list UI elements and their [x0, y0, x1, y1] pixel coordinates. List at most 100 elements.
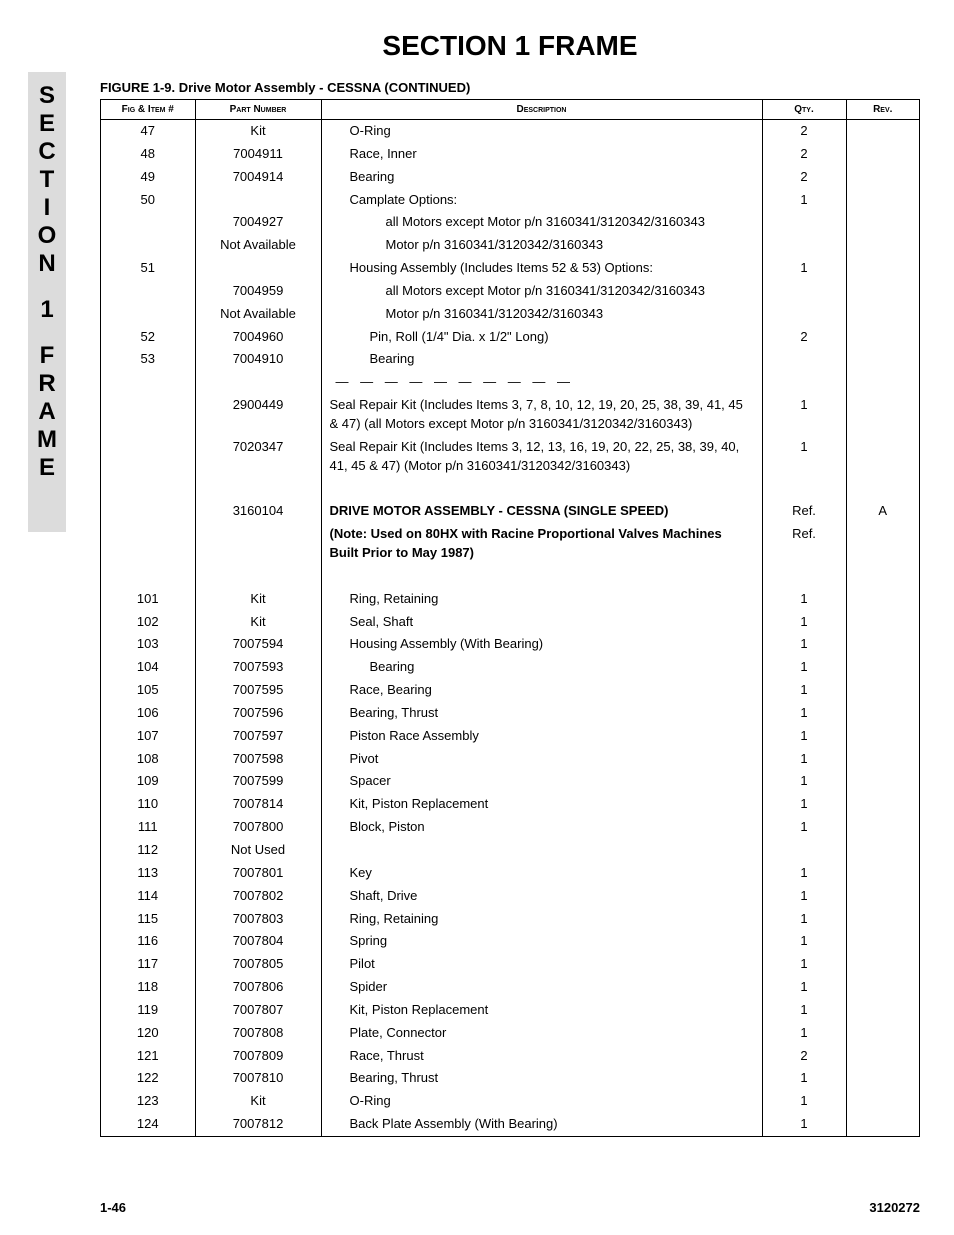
cell-part-number: 7007808: [195, 1022, 321, 1045]
cell-qty: 2: [762, 326, 846, 349]
cell-description: Spring: [321, 930, 762, 953]
cell-part-number: 7007594: [195, 633, 321, 656]
cell-part-number: 2900449: [195, 394, 321, 436]
cell-qty: 1: [762, 862, 846, 885]
cell-qty: 1: [762, 976, 846, 999]
table-row: 1137007801Key1: [101, 862, 920, 885]
cell-description: all Motors except Motor p/n 3160341/3120…: [321, 211, 762, 234]
cell-description: Key: [321, 862, 762, 885]
cell-part-number: [195, 257, 321, 280]
cell-description: Shaft, Drive: [321, 885, 762, 908]
table-row: 2900449Seal Repair Kit (Includes Items 3…: [101, 394, 920, 436]
cell-part-number: 7007814: [195, 793, 321, 816]
cell-description: DRIVE MOTOR ASSEMBLY - CESSNA (SINGLE SP…: [321, 500, 762, 523]
table-row: 1117007800Block, Piston1: [101, 816, 920, 839]
side-tab-letter: E: [39, 454, 55, 482]
table-row: 1067007596Bearing, Thrust1: [101, 702, 920, 725]
cell-fig: 122: [101, 1067, 196, 1090]
side-tab-letter: N: [38, 250, 55, 278]
cell-description: Race, Inner: [321, 143, 762, 166]
cell-fig: 48: [101, 143, 196, 166]
cell-part-number: 7007802: [195, 885, 321, 908]
cell-description: Bearing: [321, 656, 762, 679]
cell-fig: 50: [101, 189, 196, 212]
cell-qty: 1: [762, 816, 846, 839]
cell-rev: [846, 257, 920, 280]
cell-rev: [846, 1113, 920, 1136]
cell-description: Motor p/n 3160341/3120342/3160343: [321, 303, 762, 326]
cell-fig: [101, 436, 196, 478]
dash-separator: — — — — — — — — — —: [330, 374, 575, 389]
cell-rev: [846, 523, 920, 565]
cell-rev: [846, 930, 920, 953]
cell-fig: 108: [101, 748, 196, 771]
cell-fig: 121: [101, 1045, 196, 1068]
cell-fig: 49: [101, 166, 196, 189]
cell-fig: 116: [101, 930, 196, 953]
cell-description: Spider: [321, 976, 762, 999]
table-row: 537004910Bearing: [101, 348, 920, 371]
cell-qty: 1: [762, 656, 846, 679]
cell-rev: [846, 1067, 920, 1090]
cell-rev: [846, 679, 920, 702]
cell-rev: A: [846, 500, 920, 523]
cell-part-number: Kit: [195, 120, 321, 143]
cell-qty: [762, 211, 846, 234]
cell-qty: 1: [762, 611, 846, 634]
cell-rev: [846, 166, 920, 189]
cell-part-number: 7007801: [195, 862, 321, 885]
cell-description: [321, 839, 762, 862]
cell-fig: [101, 394, 196, 436]
cell-rev: [846, 211, 920, 234]
cell-qty: [762, 839, 846, 862]
table-row: 1157007803Ring, Retaining1: [101, 908, 920, 931]
cell-fig: 107: [101, 725, 196, 748]
cell-rev: [846, 120, 920, 143]
cell-fig: 103: [101, 633, 196, 656]
cell-description: Bearing, Thrust: [321, 702, 762, 725]
cell-rev: [846, 862, 920, 885]
cell-fig: 113: [101, 862, 196, 885]
cell-part-number: 7007807: [195, 999, 321, 1022]
cell-fig: 124: [101, 1113, 196, 1136]
cell-fig: 117: [101, 953, 196, 976]
parts-table-head: Fig & Item # Part Number Description Qty…: [101, 100, 920, 120]
table-row: Not AvailableMotor p/n 3160341/3120342/3…: [101, 303, 920, 326]
side-tab-letter: 1: [40, 296, 53, 324]
table-row: 1227007810Bearing, Thrust1: [101, 1067, 920, 1090]
table-row: 7020347Seal Repair Kit (Includes Items 3…: [101, 436, 920, 478]
cell-part-number: 7007598: [195, 748, 321, 771]
cell-fig: 118: [101, 976, 196, 999]
table-row: Not AvailableMotor p/n 3160341/3120342/3…: [101, 234, 920, 257]
table-row: 1107007814Kit, Piston Replacement1: [101, 793, 920, 816]
side-tab-letter: F: [40, 342, 55, 370]
table-row: 7004959all Motors except Motor p/n 31603…: [101, 280, 920, 303]
cell-rev: [846, 816, 920, 839]
cell-fig: 47: [101, 120, 196, 143]
cell-qty: 2: [762, 1045, 846, 1068]
cell-description: Race, Thrust: [321, 1045, 762, 1068]
cell-part-number: 7020347: [195, 436, 321, 478]
cell-fig: 102: [101, 611, 196, 634]
cell-rev: [846, 1022, 920, 1045]
cell-description: (Note: Used on 80HX with Racine Proporti…: [321, 523, 762, 565]
table-row: 3160104DRIVE MOTOR ASSEMBLY - CESSNA (SI…: [101, 500, 920, 523]
cell-part-number: 7007800: [195, 816, 321, 839]
table-row: 1047007593Bearing1: [101, 656, 920, 679]
footer-page-number: 1-46: [100, 1200, 126, 1215]
cell-rev: [846, 1045, 920, 1068]
cell-rev: [846, 303, 920, 326]
cell-qty: 1: [762, 1090, 846, 1113]
cell-rev: [846, 436, 920, 478]
cell-description: Pilot: [321, 953, 762, 976]
cell-fig: 109: [101, 770, 196, 793]
cell-rev: [846, 976, 920, 999]
cell-description: Seal Repair Kit (Includes Items 3, 7, 8,…: [321, 394, 762, 436]
cell-fig: [101, 234, 196, 257]
cell-rev: [846, 143, 920, 166]
cell-description: Race, Bearing: [321, 679, 762, 702]
cell-part-number: 7004927: [195, 211, 321, 234]
cell-description: Spacer: [321, 770, 762, 793]
cell-part-number: 7004960: [195, 326, 321, 349]
side-tab-letter: T: [40, 166, 55, 194]
